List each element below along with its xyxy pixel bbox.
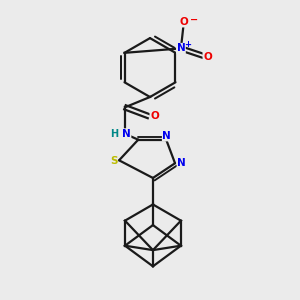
Text: S: S [110, 156, 118, 166]
Text: N: N [176, 44, 185, 53]
Text: N: N [177, 158, 186, 168]
Text: O: O [150, 111, 159, 121]
Text: O: O [179, 17, 188, 27]
Text: N: N [162, 131, 171, 141]
Text: +: + [184, 40, 191, 50]
Text: O: O [203, 52, 212, 62]
Text: N: N [122, 129, 131, 139]
Text: −: − [190, 15, 198, 25]
Text: H: H [110, 129, 118, 139]
